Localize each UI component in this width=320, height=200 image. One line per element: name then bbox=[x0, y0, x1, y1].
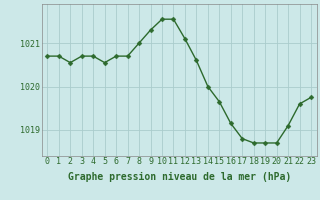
X-axis label: Graphe pression niveau de la mer (hPa): Graphe pression niveau de la mer (hPa) bbox=[68, 172, 291, 182]
